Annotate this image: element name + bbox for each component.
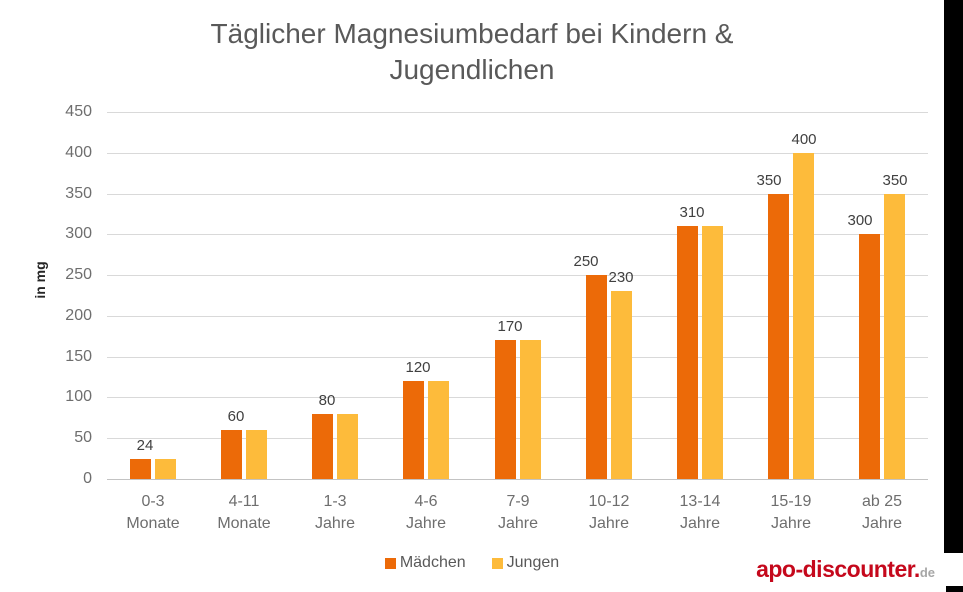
x-axis-label-line1: 13-14	[679, 493, 721, 510]
x-axis-category-label: ab 25 Jahre	[836, 491, 928, 535]
x-axis-label-line1: 0-3	[141, 493, 165, 510]
apo-discounter-logo: apo-discounter.de	[756, 556, 935, 583]
bar-value-label: 60	[227, 408, 245, 425]
legend: Mädchen Jungen	[0, 554, 944, 572]
chart-title-line2: Jugendlichen	[389, 54, 555, 85]
legend-label-jungen: Jungen	[506, 554, 560, 571]
bar-value-label: 120	[405, 359, 431, 376]
bar-jungen-6	[702, 226, 723, 479]
x-axis-label-line2: Jahre	[679, 515, 721, 532]
bar-maedchen-6	[677, 226, 698, 479]
bar-jungen-1	[246, 430, 267, 479]
legend-label-maedchen: Mädchen	[399, 554, 466, 571]
x-axis-label-line1: 4-6	[414, 493, 438, 510]
bar-value-label: 400	[791, 131, 817, 148]
legend-item-jungen: Jungen	[491, 554, 560, 572]
x-axis-category-label: 4-11 Monate	[198, 491, 290, 535]
bar-maedchen-0	[130, 459, 151, 479]
bar-maedchen-1	[221, 430, 242, 479]
y-axis-tick-label: 50	[74, 429, 92, 446]
bar-maedchen-3	[403, 381, 424, 479]
gridline-300	[107, 234, 928, 235]
gridline-100	[107, 397, 928, 398]
x-axis-label-line1: 1-3	[323, 493, 347, 510]
bar-jungen-8	[884, 194, 905, 479]
gridline-0	[107, 479, 928, 480]
x-axis-category-label: 15-19 Jahre	[745, 491, 837, 535]
x-axis-label-line1: 10-12	[588, 493, 630, 510]
gridline-350	[107, 194, 928, 195]
bar-maedchen-8	[859, 234, 880, 479]
screen-edge-black-strip	[944, 0, 963, 553]
bar-value-label: 300	[847, 212, 873, 229]
legend-swatch-jungen	[491, 557, 503, 569]
bar-value-label: 80	[318, 392, 336, 409]
gridline-50	[107, 438, 928, 439]
x-axis-label-line2: Jahre	[314, 515, 356, 532]
legend-item-maedchen: Mädchen	[384, 554, 466, 572]
y-axis-tick-label: 350	[65, 185, 92, 202]
x-axis-label-line2: Jahre	[405, 515, 447, 532]
bar-jungen-3	[428, 381, 449, 479]
bar-jungen-0	[155, 459, 176, 479]
logo-brand-text: apo-discounter.	[756, 556, 920, 582]
gridline-250	[107, 275, 928, 276]
y-axis-tick-label: 450	[65, 103, 92, 120]
x-axis-label-line2: Jahre	[861, 515, 903, 532]
y-axis-tick-label: 200	[65, 307, 92, 324]
bar-jungen-5	[611, 291, 632, 479]
x-axis-label-line1: 4-11	[228, 493, 260, 510]
y-axis-tick-label: 250	[65, 266, 92, 283]
y-axis-tick-label: 100	[65, 388, 92, 405]
x-axis-category-label: 7-9 Jahre	[472, 491, 564, 535]
bar-jungen-7	[793, 153, 814, 479]
bar-value-label: 310	[679, 204, 705, 221]
x-axis-category-label: 10-12 Jahre	[563, 491, 655, 535]
bar-value-label: 250	[573, 253, 599, 270]
gridline-450	[107, 112, 928, 113]
x-axis-category-label: 13-14 Jahre	[654, 491, 746, 535]
bar-value-label: 24	[136, 437, 154, 454]
x-axis-label-line2: Jahre	[770, 515, 812, 532]
bar-value-label: 350	[882, 172, 908, 189]
bar-value-label: 230	[608, 269, 634, 286]
x-axis-label-line1: 15-19	[770, 493, 812, 510]
x-axis-label-line2: Monate	[217, 515, 271, 532]
y-axis-tick-label: 150	[65, 348, 92, 365]
bar-value-label: 170	[497, 318, 523, 335]
x-axis-category-label: 4-6 Jahre	[380, 491, 472, 535]
bar-maedchen-5	[586, 275, 607, 479]
logo-tld-text: de	[919, 565, 935, 580]
x-axis-label-line1: ab 25	[861, 493, 903, 510]
x-axis-category-label: 1-3 Jahre	[289, 491, 381, 535]
x-axis-label-line2: Jahre	[497, 515, 539, 532]
x-axis-category-label: 0-3 Monate	[107, 491, 199, 535]
gridline-150	[107, 357, 928, 358]
bar-value-label: 350	[756, 172, 782, 189]
x-axis-label-line2: Monate	[126, 515, 180, 532]
x-axis-label-line1: 7-9	[506, 493, 530, 510]
bar-maedchen-2	[312, 414, 333, 479]
bar-maedchen-4	[495, 340, 516, 479]
chart-title-line1: Täglicher Magnesiumbedarf bei Kindern &	[210, 18, 734, 49]
x-axis-label-line2: Jahre	[588, 515, 630, 532]
y-axis-tick-label: 300	[65, 225, 92, 242]
bar-jungen-4	[520, 340, 541, 479]
y-axis-tick-label: 0	[83, 470, 92, 487]
gridline-200	[107, 316, 928, 317]
legend-swatch-maedchen	[384, 557, 396, 569]
gridline-400	[107, 153, 928, 154]
y-axis-tick-label: 400	[65, 144, 92, 161]
bar-jungen-2	[337, 414, 358, 479]
screen-corner-black-strip	[946, 586, 963, 592]
chart-title: Täglicher Magnesiumbedarf bei Kindern & …	[0, 16, 944, 88]
bar-maedchen-7	[768, 194, 789, 479]
